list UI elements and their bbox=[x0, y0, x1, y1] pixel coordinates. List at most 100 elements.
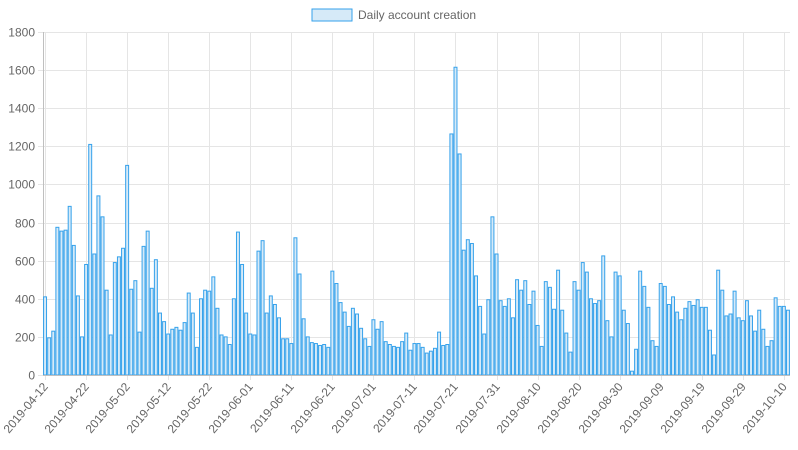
bar[interactable] bbox=[732, 290, 737, 376]
bar[interactable] bbox=[461, 249, 466, 376]
bar[interactable] bbox=[687, 301, 692, 376]
bar[interactable] bbox=[498, 300, 503, 376]
bar[interactable] bbox=[781, 305, 786, 376]
bar[interactable] bbox=[363, 338, 368, 376]
bar[interactable] bbox=[55, 226, 60, 376]
bar[interactable] bbox=[535, 324, 540, 376]
bar[interactable] bbox=[613, 271, 618, 376]
bar[interactable] bbox=[712, 354, 717, 376]
bar[interactable] bbox=[301, 318, 306, 376]
bar[interactable] bbox=[215, 307, 220, 376]
bar[interactable] bbox=[695, 299, 700, 376]
bar[interactable] bbox=[260, 240, 265, 376]
bar[interactable] bbox=[400, 341, 405, 376]
bar[interactable] bbox=[753, 330, 758, 376]
bar[interactable] bbox=[707, 329, 712, 376]
bar[interactable] bbox=[367, 345, 372, 376]
bar[interactable] bbox=[88, 143, 93, 376]
bar[interactable] bbox=[769, 340, 774, 376]
bar[interactable] bbox=[580, 262, 585, 376]
bar[interactable] bbox=[100, 216, 105, 376]
bar[interactable] bbox=[519, 289, 524, 376]
bar[interactable] bbox=[203, 289, 208, 376]
bar[interactable] bbox=[104, 289, 109, 376]
bar[interactable] bbox=[630, 370, 634, 376]
bar[interactable] bbox=[720, 289, 725, 376]
bar[interactable] bbox=[506, 298, 511, 376]
bar[interactable] bbox=[219, 334, 224, 376]
bar[interactable] bbox=[699, 306, 704, 376]
bar[interactable] bbox=[182, 322, 187, 376]
bar[interactable] bbox=[268, 295, 273, 376]
bar[interactable] bbox=[59, 230, 64, 376]
bar[interactable] bbox=[761, 328, 766, 376]
bar[interactable] bbox=[617, 275, 622, 376]
bar[interactable] bbox=[601, 255, 606, 376]
bar[interactable] bbox=[449, 133, 454, 376]
bar[interactable] bbox=[305, 336, 310, 376]
bar[interactable] bbox=[486, 299, 491, 376]
bar[interactable] bbox=[478, 305, 483, 376]
bar[interactable] bbox=[552, 308, 556, 376]
bar[interactable] bbox=[371, 319, 376, 376]
bar[interactable] bbox=[584, 271, 589, 376]
bar[interactable] bbox=[716, 269, 721, 376]
bar[interactable] bbox=[391, 345, 396, 376]
bar[interactable] bbox=[285, 338, 290, 376]
bar[interactable] bbox=[560, 309, 565, 376]
bar[interactable] bbox=[469, 243, 474, 376]
bar[interactable] bbox=[564, 332, 569, 376]
bar[interactable] bbox=[671, 296, 676, 376]
bar[interactable] bbox=[108, 334, 113, 376]
bar[interactable] bbox=[227, 344, 232, 376]
bar[interactable] bbox=[149, 287, 154, 376]
bar[interactable] bbox=[174, 326, 179, 376]
bar[interactable] bbox=[510, 317, 515, 376]
bar[interactable] bbox=[264, 312, 269, 376]
bar[interactable] bbox=[416, 343, 421, 376]
bar[interactable] bbox=[277, 317, 281, 376]
bar[interactable] bbox=[330, 270, 335, 376]
bar[interactable] bbox=[634, 348, 639, 376]
bar[interactable] bbox=[162, 321, 167, 376]
bar[interactable] bbox=[490, 216, 495, 376]
bar[interactable] bbox=[572, 281, 577, 376]
bar[interactable] bbox=[437, 331, 442, 376]
bar[interactable] bbox=[194, 346, 199, 376]
bar[interactable] bbox=[609, 336, 614, 376]
bar[interactable] bbox=[256, 250, 261, 376]
bar[interactable] bbox=[334, 283, 339, 376]
bar[interactable] bbox=[116, 256, 121, 376]
bar[interactable] bbox=[465, 239, 470, 376]
bar[interactable] bbox=[605, 320, 610, 376]
bar[interactable] bbox=[675, 311, 680, 376]
bar[interactable] bbox=[683, 307, 688, 376]
bar[interactable] bbox=[297, 273, 302, 376]
bar[interactable] bbox=[281, 338, 286, 376]
bar[interactable] bbox=[43, 296, 48, 376]
bar[interactable] bbox=[502, 305, 507, 376]
bar[interactable] bbox=[597, 300, 602, 376]
bar[interactable] bbox=[777, 305, 782, 376]
bar[interactable] bbox=[728, 313, 733, 376]
bar[interactable] bbox=[326, 346, 331, 376]
bar[interactable] bbox=[129, 288, 134, 376]
bar[interactable] bbox=[342, 311, 347, 376]
legend[interactable]: Daily account creation bbox=[311, 8, 476, 22]
bar[interactable] bbox=[338, 302, 343, 376]
bar[interactable] bbox=[593, 303, 598, 376]
bar[interactable] bbox=[724, 315, 729, 376]
bar[interactable] bbox=[63, 229, 68, 376]
bar[interactable] bbox=[75, 295, 80, 376]
bar[interactable] bbox=[322, 344, 327, 376]
bar[interactable] bbox=[240, 263, 245, 376]
bar[interactable] bbox=[420, 346, 425, 376]
bar[interactable] bbox=[527, 303, 532, 376]
bar[interactable] bbox=[494, 253, 499, 376]
bar[interactable] bbox=[757, 309, 762, 376]
bar[interactable] bbox=[375, 328, 380, 376]
bar[interactable] bbox=[539, 345, 544, 376]
bar[interactable] bbox=[145, 230, 150, 376]
bar[interactable] bbox=[547, 286, 552, 376]
bar[interactable] bbox=[654, 345, 659, 376]
